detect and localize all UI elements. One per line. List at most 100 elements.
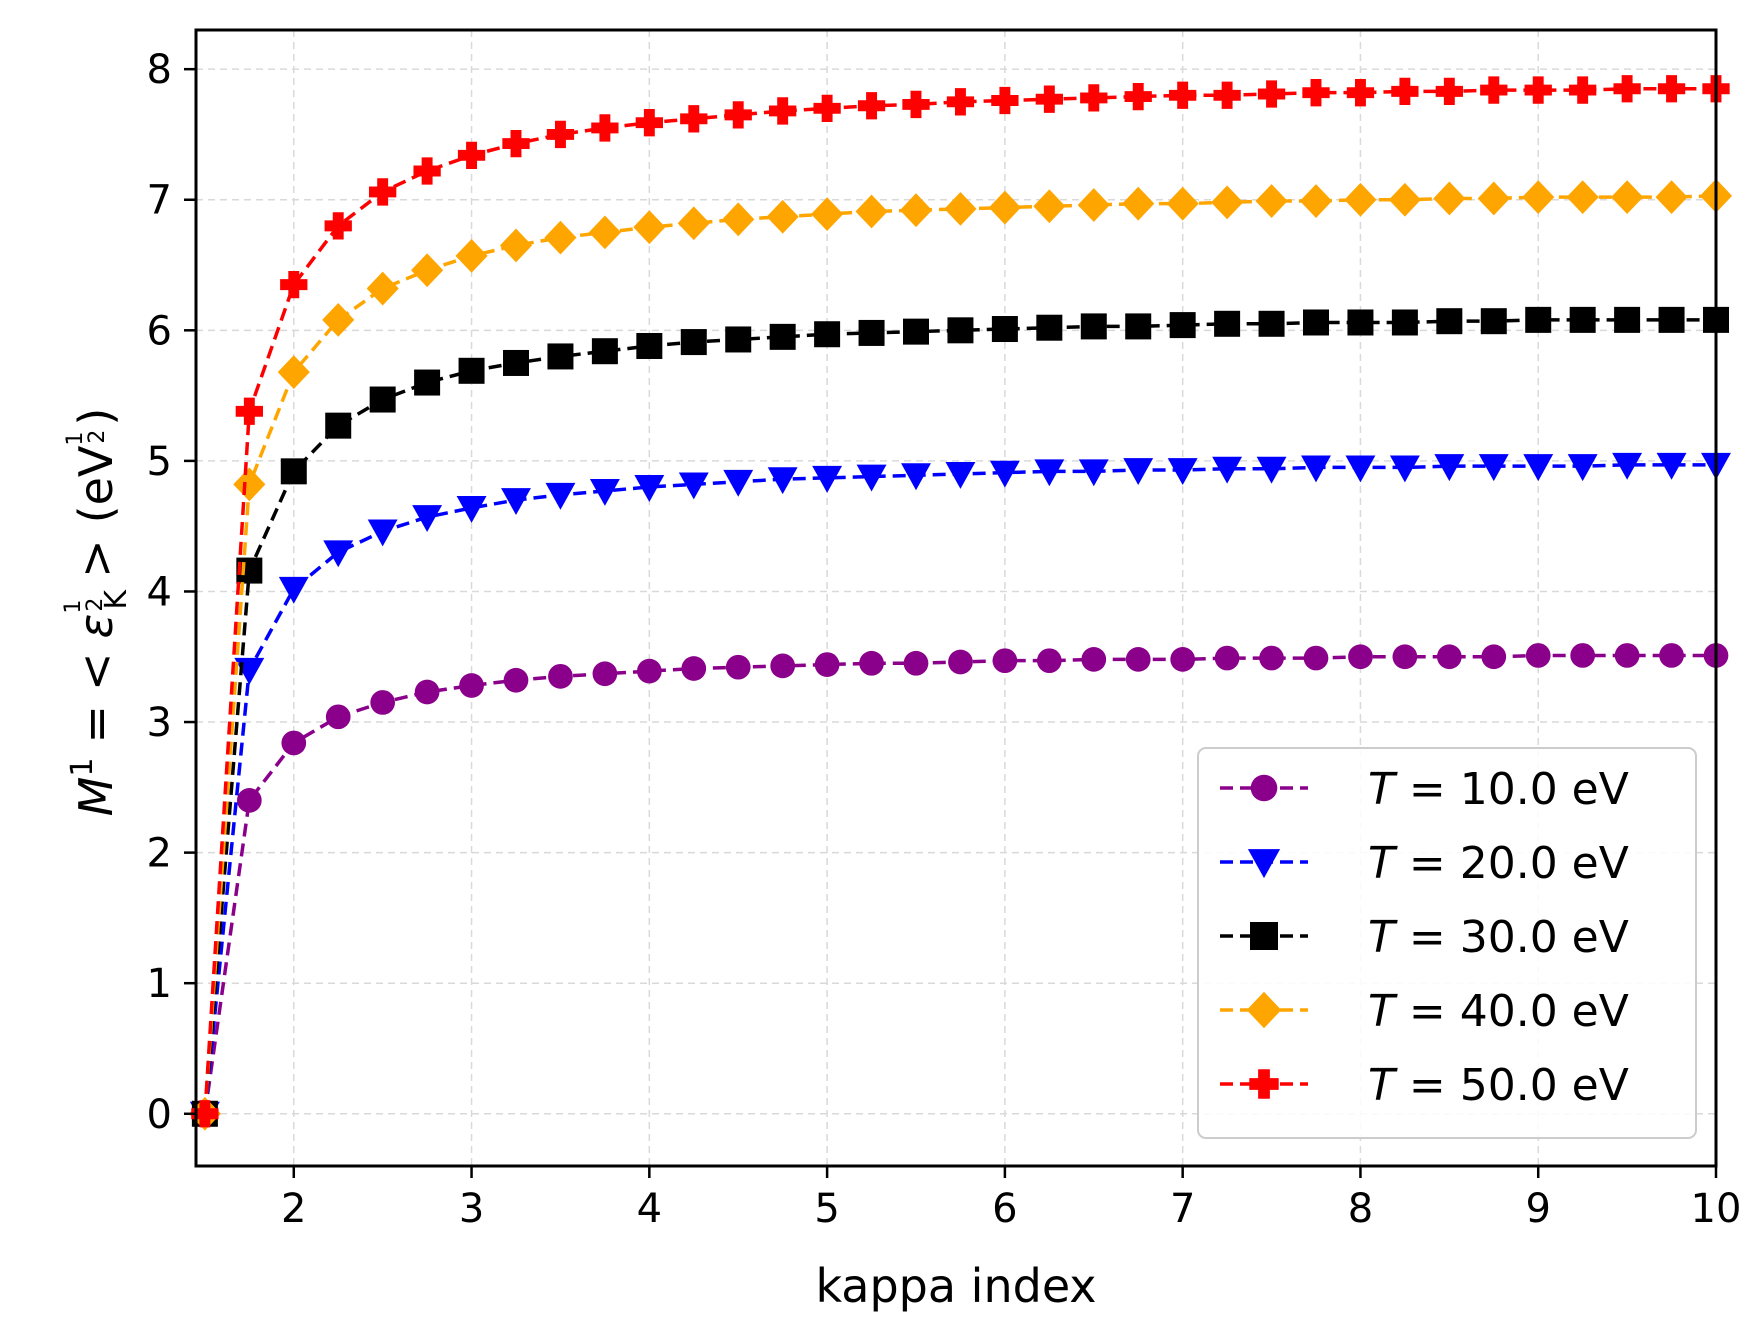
y-tick-label: 1 (147, 961, 172, 1007)
ylabel-unit-num: 1 (63, 432, 88, 446)
data-point (322, 302, 355, 337)
data-point (636, 658, 662, 684)
data-point (1391, 309, 1418, 336)
data-point (547, 343, 574, 370)
data-point (1569, 306, 1596, 333)
data-point (1122, 186, 1155, 221)
legend-label-value: = 20.0 eV (1395, 838, 1629, 889)
data-point (1166, 186, 1199, 221)
data-point (456, 495, 487, 523)
data-point (858, 319, 885, 346)
data-point (813, 94, 841, 122)
data-point (1125, 647, 1151, 672)
series-square (191, 306, 1729, 1127)
data-point (812, 465, 843, 493)
ylabel-frac-num: 1 (61, 600, 86, 614)
data-point (1213, 81, 1241, 109)
data-point (1569, 76, 1597, 104)
legend-label-symbol: T (1368, 764, 1398, 815)
data-point (1033, 189, 1066, 224)
data-point (1346, 79, 1375, 107)
data-point (1389, 455, 1420, 483)
data-point (1258, 310, 1285, 337)
data-point (1524, 76, 1552, 104)
data-point (281, 730, 307, 756)
legend-label: T = 20.0 eV (1368, 838, 1629, 889)
data-point (592, 661, 618, 687)
data-point (1478, 454, 1509, 482)
data-point (191, 1100, 219, 1128)
y-tick-label: 4 (147, 569, 172, 615)
ylabel-unit-close: ) (69, 408, 123, 426)
data-point (1303, 309, 1329, 336)
data-point (280, 270, 308, 299)
data-point (414, 679, 440, 705)
data-point (413, 157, 441, 185)
data-point (499, 228, 533, 263)
data-point (235, 397, 263, 425)
data-point (1170, 647, 1196, 672)
series-diamond (188, 178, 1733, 1131)
data-point (369, 178, 397, 206)
data-point (1659, 643, 1684, 668)
legend-label-value: = 40.0 eV (1395, 986, 1629, 1037)
data-point (1388, 182, 1421, 217)
data-point (324, 212, 352, 240)
data-point (903, 650, 929, 676)
legend-marker (1250, 774, 1278, 802)
data-point (680, 329, 707, 356)
legend-label-value: = 50.0 eV (1395, 1060, 1629, 1111)
ylabel-gt: > (69, 539, 123, 578)
data-point (766, 199, 799, 234)
data-point (633, 210, 666, 245)
legend-marker (1249, 1069, 1279, 1099)
data-point (325, 704, 351, 730)
x-tick-label: 7 (1170, 1186, 1195, 1232)
data-point (634, 475, 665, 502)
data-point (1124, 82, 1152, 111)
ylabel-frac-den: 2 (83, 598, 108, 612)
series-layer (188, 75, 1733, 1131)
data-point (1525, 306, 1552, 333)
x-tick-label: 10 (1691, 1186, 1742, 1232)
legend-label: T = 40.0 eV (1368, 986, 1629, 1037)
data-point (899, 193, 933, 228)
ylabel-eps: ε (69, 614, 123, 639)
ylabel-sub: K (99, 589, 134, 610)
data-point (1433, 181, 1466, 216)
data-point (588, 215, 621, 250)
data-point (1522, 180, 1555, 215)
data-point (1255, 184, 1288, 218)
svg-text:M1=<ε12K>(eV12): M1=<ε12K>(eV12) (61, 408, 134, 817)
data-point (769, 97, 797, 125)
data-point (769, 323, 796, 350)
legend-label-symbol: T (1368, 912, 1398, 963)
data-point (1302, 79, 1330, 107)
data-point (1570, 643, 1596, 668)
data-point (411, 253, 444, 288)
data-point (412, 505, 443, 532)
data-point (1257, 80, 1286, 108)
x-tick-label: 6 (992, 1186, 1017, 1232)
legend-item: T = 10.0 eV (1220, 764, 1629, 815)
data-point (503, 667, 529, 693)
data-point (278, 576, 309, 604)
y-tick-label: 7 (147, 178, 172, 224)
data-point (1392, 644, 1418, 670)
data-point (1480, 308, 1507, 335)
data-point (1214, 645, 1240, 671)
data-point (1480, 76, 1508, 104)
data-point (1345, 455, 1376, 483)
data-point (902, 90, 930, 119)
y-tick-label: 6 (147, 308, 172, 354)
ylabel-m: M (69, 777, 123, 817)
ylabel-eq: = (69, 705, 123, 744)
legend-label-value: = 10.0 eV (1395, 764, 1629, 815)
plot-frame (194, 28, 1718, 1168)
x-tick-label: 9 (1525, 1186, 1550, 1232)
data-point (1434, 454, 1465, 482)
ylabel-unit-open: (eV (69, 445, 123, 523)
y-tick-label: 0 (147, 1092, 172, 1138)
data-point (1613, 75, 1641, 103)
legend-marker (1246, 991, 1282, 1029)
